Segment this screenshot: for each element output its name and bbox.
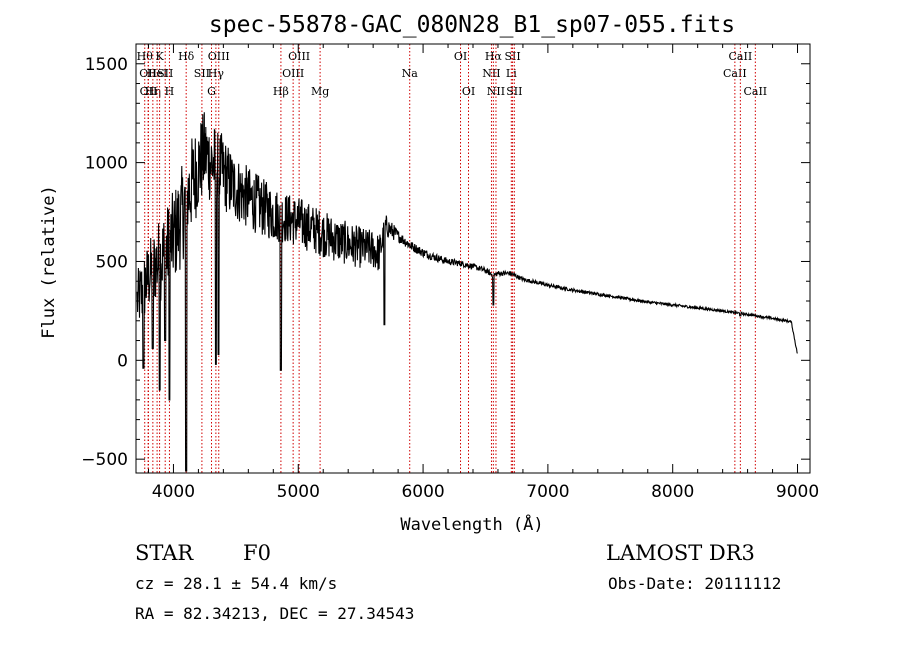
x-tick-label-5: 9000 xyxy=(776,482,819,502)
object-class: STAR xyxy=(135,541,194,565)
line-label-22: NII xyxy=(487,85,505,98)
x-tick-label-4: 8000 xyxy=(651,482,694,502)
object-subclass: F0 xyxy=(243,541,271,565)
y-tick-label-2: 500 xyxy=(96,252,128,272)
line-label-2: OII xyxy=(140,85,158,98)
line-label-16: Mg xyxy=(311,85,329,98)
line-label-24: SII xyxy=(504,50,520,63)
line-label-27: CaII xyxy=(729,50,753,63)
x-tick-label-3: 7000 xyxy=(526,482,569,502)
line-label-7: H xyxy=(165,85,175,98)
coordinates: RA = 82.34213, DEC = 27.34543 xyxy=(135,604,414,623)
line-label-3: Hη xyxy=(145,85,161,98)
survey-name: LAMOST DR3 xyxy=(606,541,755,565)
y-tick-label-0: −500 xyxy=(81,450,128,470)
y-tick-label-3: 1000 xyxy=(85,154,128,174)
emission-line-markers: HθOIIOIIHηHeIKSIIHHδSIIGHγOIIIHβOIIIOIII… xyxy=(137,44,767,473)
y-tick-label-4: 1500 xyxy=(85,55,128,75)
line-label-15: OIII xyxy=(288,50,310,63)
x-tick-label-0: 4000 xyxy=(152,482,195,502)
line-label-8: Hδ xyxy=(178,50,195,63)
line-label-20: NII xyxy=(482,67,500,80)
line-label-25: SII xyxy=(506,85,522,98)
line-label-21: Hα xyxy=(485,50,503,63)
y-tick-label-1: 0 xyxy=(117,351,128,371)
line-label-4: HeI xyxy=(147,67,167,80)
line-label-12: OIII xyxy=(208,50,230,63)
line-label-28: CaII xyxy=(743,85,767,98)
line-label-10: G xyxy=(207,85,216,98)
plot-frame xyxy=(135,43,811,474)
x-tick-label-2: 6000 xyxy=(401,482,444,502)
axes: 4000 5000 6000 7000 8000 9000 −500 0 500 1000 1500 xyxy=(81,43,819,502)
y-axis-label: Flux (relative) xyxy=(39,185,59,339)
line-label-11: Hγ xyxy=(208,67,225,80)
observation-date: Obs-Date: 20111112 xyxy=(608,574,781,593)
line-label-9: SII xyxy=(194,67,210,80)
line-label-18: OI xyxy=(454,50,467,63)
line-label-26: CaII xyxy=(723,67,747,80)
line-label-23: Li xyxy=(506,67,517,80)
redshift-value: cz = 28.1 ± 54.4 km/s xyxy=(135,574,337,593)
plot-area xyxy=(136,112,798,472)
spectrum-line xyxy=(136,112,798,472)
line-label-6: SII xyxy=(157,67,173,80)
line-label-13: Hβ xyxy=(273,85,289,98)
line-label-0: Hθ xyxy=(137,50,154,63)
x-axis-label: Wavelength (Å) xyxy=(400,513,543,535)
chart-title: spec-55878-GAC_080N28_B1_sp07-055.fits xyxy=(209,12,735,38)
x-tick-label-1: 5000 xyxy=(277,482,320,502)
line-label-17: Na xyxy=(402,67,419,80)
line-label-5: K xyxy=(155,50,164,63)
line-label-19: OI xyxy=(462,85,475,98)
line-label-14: OIII xyxy=(282,67,304,80)
